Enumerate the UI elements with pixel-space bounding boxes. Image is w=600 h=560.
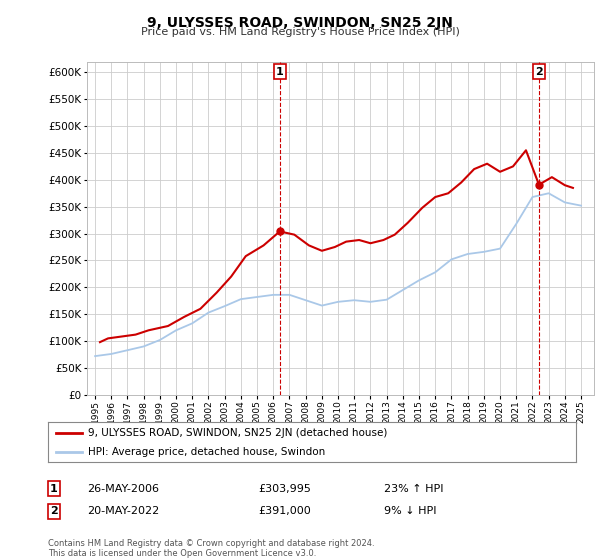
Text: 1: 1 (50, 484, 58, 494)
Text: £303,995: £303,995 (258, 484, 311, 494)
Text: HPI: Average price, detached house, Swindon: HPI: Average price, detached house, Swin… (88, 447, 325, 457)
Text: 20-MAY-2022: 20-MAY-2022 (87, 506, 159, 516)
Text: 9, ULYSSES ROAD, SWINDON, SN25 2JN (detached house): 9, ULYSSES ROAD, SWINDON, SN25 2JN (deta… (88, 428, 387, 438)
Text: 26-MAY-2006: 26-MAY-2006 (87, 484, 159, 494)
Text: 2: 2 (535, 67, 543, 77)
Text: 9, ULYSSES ROAD, SWINDON, SN25 2JN: 9, ULYSSES ROAD, SWINDON, SN25 2JN (147, 16, 453, 30)
Text: 9% ↓ HPI: 9% ↓ HPI (384, 506, 437, 516)
Text: 23% ↑ HPI: 23% ↑ HPI (384, 484, 443, 494)
Text: 1: 1 (276, 67, 284, 77)
Text: 2: 2 (50, 506, 58, 516)
Text: Price paid vs. HM Land Registry's House Price Index (HPI): Price paid vs. HM Land Registry's House … (140, 27, 460, 37)
Text: Contains HM Land Registry data © Crown copyright and database right 2024.
This d: Contains HM Land Registry data © Crown c… (48, 539, 374, 558)
Text: £391,000: £391,000 (258, 506, 311, 516)
